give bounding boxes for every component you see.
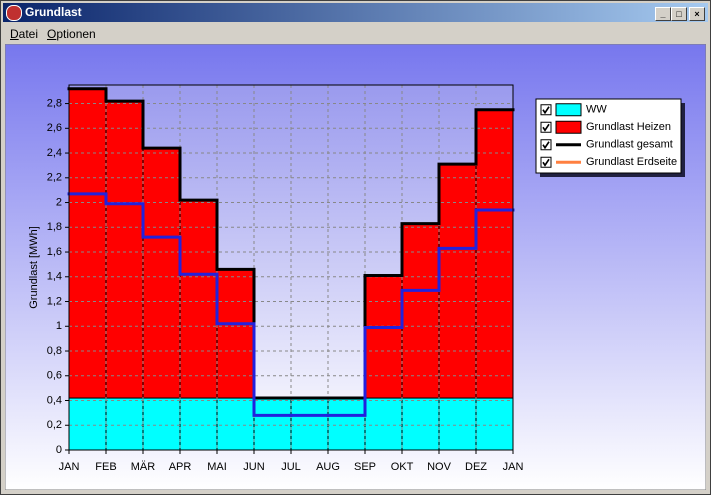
- x-tick-label: APR: [169, 461, 192, 473]
- legend-checkbox[interactable]: [540, 156, 552, 168]
- maximize-button[interactable]: □: [671, 7, 687, 21]
- y-tick-label: 2,8: [47, 97, 62, 109]
- y-tick-label: 1,6: [47, 246, 62, 258]
- legend-checkbox[interactable]: [540, 121, 552, 133]
- bar-segment: [68, 88, 107, 399]
- legend-label: WW: [586, 104, 607, 116]
- y-tick-label: 0,8: [47, 345, 62, 357]
- y-tick-label: 1,4: [47, 271, 62, 283]
- bar-segment: [142, 397, 181, 451]
- legend-check: [542, 123, 550, 132]
- legend-label: Grundlast Heizen: [586, 121, 671, 133]
- y-tick-label: 0: [56, 444, 62, 456]
- close-button[interactable]: ×: [689, 7, 705, 21]
- x-tick-label: JAN: [59, 461, 80, 473]
- bar-segment: [179, 199, 218, 399]
- window-title: Grundlast: [25, 5, 82, 19]
- bar-segment: [290, 397, 329, 451]
- bar-segment: [216, 397, 255, 451]
- y-tick-label: 2,4: [47, 147, 62, 159]
- x-tick-label: FEB: [95, 461, 116, 473]
- legend-checkbox[interactable]: [540, 104, 552, 116]
- x-tick-label: JUN: [243, 461, 264, 473]
- x-tick-label: MÄR: [131, 461, 156, 473]
- x-tick-label: DEZ: [465, 461, 487, 473]
- x-tick-label: JAN: [503, 461, 524, 473]
- bar-segment: [475, 109, 514, 399]
- x-tick-label: OKT: [391, 461, 414, 473]
- x-tick-label: MAI: [207, 461, 227, 473]
- chart: 0 0,2 0,4 0,6 0,8 1 1,2 1,4 1,6 1,8 2 2,2 2,4 2,6 2,8 J…: [5, 44, 706, 490]
- plot-frame: [68, 84, 514, 451]
- y-tick-label: 2: [56, 196, 62, 208]
- legend-check: [542, 106, 550, 115]
- bar-segment: [438, 397, 477, 451]
- x-tick-label: AUG: [316, 461, 340, 473]
- y-tick-label: 0,6: [47, 370, 62, 382]
- legend-checkbox[interactable]: [540, 139, 552, 151]
- legend-swatch: [555, 120, 582, 134]
- x-tick-label: NOV: [427, 461, 452, 473]
- y-tick-label: 1,8: [47, 221, 62, 233]
- bar-segment: [216, 268, 255, 399]
- bar-segment: [401, 223, 440, 399]
- bar-segment: [68, 397, 107, 451]
- legend-label: Grundlast Erdseite: [586, 156, 677, 168]
- menu-item[interactable]: Datei: [10, 27, 39, 41]
- bar-segment: [364, 275, 403, 399]
- title-bar: Grundlast _ □ ×: [3, 3, 708, 22]
- bar-segment: [327, 397, 366, 451]
- y-tick-label: 2,6: [47, 122, 62, 134]
- legend-check: [542, 158, 550, 167]
- bar-segment: [438, 163, 477, 399]
- bar-segment: [364, 397, 403, 451]
- bar-segment: [179, 397, 218, 451]
- y-tick-label: 2,2: [47, 172, 62, 184]
- legend-check: [542, 141, 550, 150]
- y-axis-label: Grundlast [MWh]: [28, 226, 40, 309]
- bar-segment: [105, 100, 144, 399]
- y-tick-label: 0,4: [47, 394, 62, 406]
- bar-segment: [475, 397, 514, 451]
- minimize-button[interactable]: _: [655, 7, 671, 21]
- y-tick-label: 0,2: [47, 419, 62, 431]
- menu-item[interactable]: Optionen: [47, 27, 96, 41]
- y-tick-label: 1,2: [47, 295, 62, 307]
- bar-segment: [105, 397, 144, 451]
- legend-swatch: [555, 103, 582, 117]
- x-tick-label: JUL: [281, 461, 301, 473]
- bar-segment: [401, 397, 440, 451]
- x-tick-label: SEP: [354, 461, 376, 473]
- app-icon: [6, 5, 22, 21]
- legend-label: Grundlast gesamt: [586, 139, 673, 151]
- menu-bar: Datei Optionen: [3, 24, 708, 43]
- y-tick-label: 1: [56, 320, 62, 332]
- bar-segment: [253, 397, 292, 451]
- bar-segment: [142, 147, 181, 399]
